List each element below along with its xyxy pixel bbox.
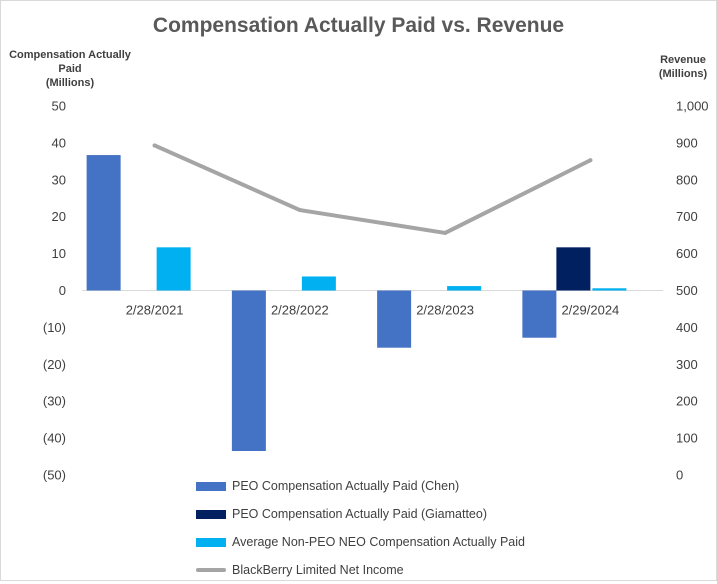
legend: PEO Compensation Actually Paid (Chen) PE…: [196, 472, 696, 584]
bar: [301, 276, 336, 291]
legend-swatch-non-peo: [196, 537, 226, 547]
x-tick-label: 2/28/2021: [126, 303, 184, 318]
legend-item-giamatteo: PEO Compensation Actually Paid (Giamatte…: [196, 500, 696, 528]
y-left-tick-label: 50: [52, 99, 66, 114]
bar: [377, 290, 412, 348]
bar: [86, 155, 121, 291]
legend-label-net-income: BlackBerry Limited Net Income: [232, 563, 404, 577]
legend-swatch-chen: [196, 481, 226, 491]
y-axis-right-title: Revenue (Millions): [650, 53, 716, 81]
bar: [556, 247, 591, 291]
y-right-tick-label: 200: [676, 394, 698, 409]
y-left-tick-label: 0: [59, 283, 66, 298]
y-left-tick-label: 30: [52, 172, 66, 187]
y-axis-left-title: Compensation Actually Paid (Millions): [2, 48, 138, 90]
y-left-tick-label: (40): [43, 431, 66, 446]
y-left-tick-label: (50): [43, 468, 66, 483]
legend-label-chen: PEO Compensation Actually Paid (Chen): [232, 479, 460, 493]
y-right-tick-label: 0: [676, 468, 683, 483]
x-tick-label: 2/29/2024: [561, 303, 619, 318]
y-axis-left-title-line: Compensation Actually: [9, 49, 131, 61]
y-right-tick-label: 300: [676, 357, 698, 372]
legend-item-chen: PEO Compensation Actually Paid (Chen): [196, 472, 696, 500]
x-tick-label: 2/28/2023: [416, 303, 474, 318]
y-left-tick-label: 40: [52, 135, 66, 150]
legend-swatch-giamatteo: [196, 509, 226, 519]
y-left-tick-label: (10): [43, 320, 66, 335]
y-right-tick-label: 900: [676, 135, 698, 150]
y-left-tick-label: (20): [43, 357, 66, 372]
bar: [447, 286, 482, 291]
y-right-tick-label: 400: [676, 320, 698, 335]
y-left-tick-label: (30): [43, 394, 66, 409]
x-tick-label: 2/28/2022: [271, 303, 329, 318]
net-income-point: [588, 158, 593, 163]
y-left-tick-label: 20: [52, 209, 66, 224]
net-income-line: [152, 143, 593, 235]
net-income-point: [152, 143, 157, 148]
net-income-point: [443, 230, 448, 235]
bar: [592, 288, 627, 291]
y-right-tick-label: 800: [676, 172, 698, 187]
y-right-tick-label: 1,000: [676, 99, 709, 114]
y-axis-left-title-line: (Millions): [45, 77, 95, 89]
bar: [156, 247, 191, 291]
legend-item-net-income: BlackBerry Limited Net Income: [196, 556, 696, 584]
y-axis-left-title-line: Paid: [58, 63, 82, 75]
y-axis-right-title-line: (Millions): [658, 68, 708, 80]
net-income-point: [297, 208, 302, 213]
legend-label-giamatteo: PEO Compensation Actually Paid (Giamatte…: [232, 507, 487, 521]
y-right-tick-label: 700: [676, 209, 698, 224]
chart-title: Compensation Actually Paid vs. Revenue: [152, 14, 565, 37]
bar: [231, 290, 266, 452]
legend-item-non-peo: Average Non-PEO NEO Compensation Actuall…: [196, 528, 696, 556]
legend-label-non-peo: Average Non-PEO NEO Compensation Actuall…: [232, 535, 525, 549]
bar: [522, 290, 557, 338]
y-right-tick-label: 100: [676, 431, 698, 446]
legend-swatch-net-income: [196, 568, 226, 572]
y-right-tick-label: 500: [676, 283, 698, 298]
y-left-tick-label: 10: [52, 246, 66, 261]
y-right-tick-label: 600: [676, 246, 698, 261]
y-axis-right-title-line: Revenue: [660, 54, 706, 66]
